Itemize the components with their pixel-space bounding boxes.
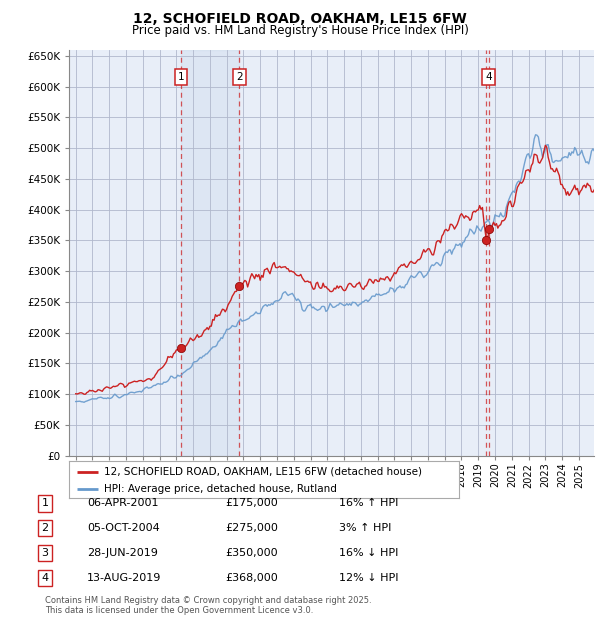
Text: 4: 4 [485,73,492,82]
Text: 05-OCT-2004: 05-OCT-2004 [87,523,160,533]
Text: 06-APR-2001: 06-APR-2001 [87,498,158,508]
Text: 12% ↓ HPI: 12% ↓ HPI [339,573,398,583]
Text: 16% ↑ HPI: 16% ↑ HPI [339,498,398,508]
Text: 12, SCHOFIELD ROAD, OAKHAM, LE15 6FW: 12, SCHOFIELD ROAD, OAKHAM, LE15 6FW [133,12,467,27]
Text: Price paid vs. HM Land Registry's House Price Index (HPI): Price paid vs. HM Land Registry's House … [131,24,469,37]
Text: 4: 4 [41,573,49,583]
Text: 28-JUN-2019: 28-JUN-2019 [87,548,158,558]
Text: 3: 3 [41,548,49,558]
Text: £175,000: £175,000 [225,498,278,508]
Text: £368,000: £368,000 [225,573,278,583]
Text: 2: 2 [236,73,243,82]
Text: 1: 1 [41,498,49,508]
Text: £350,000: £350,000 [225,548,278,558]
Text: 3% ↑ HPI: 3% ↑ HPI [339,523,391,533]
Bar [181,50,239,456]
Text: 12, SCHOFIELD ROAD, OAKHAM, LE15 6FW (detached house): 12, SCHOFIELD ROAD, OAKHAM, LE15 6FW (de… [104,467,422,477]
Text: 16% ↓ HPI: 16% ↓ HPI [339,548,398,558]
Text: Contains HM Land Registry data © Crown copyright and database right 2025.
This d: Contains HM Land Registry data © Crown c… [45,596,371,615]
Text: 1: 1 [178,73,184,82]
Text: £275,000: £275,000 [225,523,278,533]
Text: HPI: Average price, detached house, Rutland: HPI: Average price, detached house, Rutl… [104,484,337,494]
Text: 13-AUG-2019: 13-AUG-2019 [87,573,161,583]
Text: 2: 2 [41,523,49,533]
